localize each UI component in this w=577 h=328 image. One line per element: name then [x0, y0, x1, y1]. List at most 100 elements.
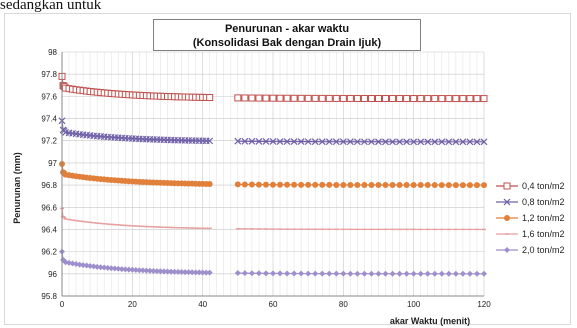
data-point [347, 270, 354, 277]
data-point [192, 269, 199, 276]
series-2 [58, 117, 488, 146]
top-text-fragment: sedangkan untuk [0, 0, 102, 13]
data-point [473, 270, 480, 277]
data-point [339, 94, 347, 102]
data-point [171, 268, 178, 275]
data-point [452, 270, 459, 277]
x-stroke [304, 138, 312, 146]
data-point [311, 138, 319, 146]
x-stroke [69, 129, 76, 137]
data-point [290, 94, 298, 102]
data-point [185, 269, 192, 276]
data-point [241, 181, 248, 188]
data-point [83, 262, 90, 269]
chart-subtitle: (Konsolidasi Bak dengan Drain Ijuk) [192, 37, 382, 49]
data-point [255, 270, 262, 277]
series-5 [59, 248, 487, 277]
data-point [459, 182, 466, 189]
data-point [396, 182, 403, 189]
data-point [269, 94, 277, 102]
x-stroke [452, 138, 460, 146]
data-point [298, 270, 305, 277]
data-point [504, 247, 510, 253]
x-stroke [83, 131, 91, 139]
x-stroke [79, 131, 87, 139]
data-point [269, 138, 277, 145]
data-point [480, 138, 488, 146]
data-point [368, 270, 375, 277]
data-point [276, 94, 284, 102]
data-point [354, 181, 361, 188]
x-stroke [473, 138, 481, 146]
data-point [178, 268, 185, 275]
x-stroke [368, 138, 375, 146]
data-point [248, 137, 256, 145]
data-point [318, 138, 326, 146]
data-point [424, 138, 432, 146]
x-stroke [62, 128, 69, 136]
data-point [122, 266, 129, 273]
data-point [417, 95, 425, 103]
data-point [403, 182, 410, 189]
data-point [403, 95, 411, 103]
data-point [481, 270, 487, 277]
data-point [375, 270, 382, 277]
y-tick-label: 97.8 [41, 70, 57, 79]
data-point [318, 94, 326, 102]
data-point [368, 138, 375, 146]
data-point [431, 270, 438, 277]
y-tick-label: 97.6 [41, 92, 57, 101]
data-point [410, 182, 417, 189]
data-point [353, 138, 361, 146]
data-point [199, 269, 206, 276]
data-point [346, 94, 354, 102]
data-point [403, 138, 411, 146]
data-point [304, 138, 312, 146]
data-point [146, 267, 153, 274]
data-point [389, 95, 397, 103]
legend-label: 1,6 ton/m2 [522, 229, 565, 239]
data-point [333, 270, 340, 277]
x-stroke [466, 138, 474, 146]
data-point [262, 270, 269, 277]
data-point [319, 270, 326, 277]
data-point [206, 94, 214, 102]
x-stroke [297, 138, 305, 146]
data-point [291, 270, 298, 277]
data-point [305, 270, 312, 277]
x-stroke [262, 138, 270, 145]
chart-title: Penurunan - akar waktu [224, 23, 350, 35]
y-tick-label: 97.2 [41, 137, 57, 146]
data-point [139, 267, 146, 274]
data-point [129, 266, 136, 273]
data-point [375, 138, 382, 146]
x-axis-label: akar Waktu (menit) [390, 316, 470, 326]
x-stroke [503, 198, 511, 206]
data-point [424, 182, 431, 189]
x-stroke [389, 138, 396, 146]
data-point [298, 181, 305, 188]
data-point [234, 137, 242, 145]
data-point [360, 94, 368, 102]
data-point [473, 95, 481, 103]
axes: 95.8 96 96.2 96.4 96.6 96.8 97 97.2 97.4 97.6 97.8… [41, 48, 491, 309]
data-point [459, 138, 467, 146]
x-stroke [248, 137, 256, 145]
data-point [118, 266, 125, 273]
data-point [80, 262, 87, 269]
data-point [339, 138, 347, 146]
data-point [504, 215, 510, 221]
x-stroke [276, 138, 284, 145]
data-point [340, 270, 347, 277]
data-point [276, 138, 284, 145]
data-point [248, 270, 255, 277]
series-1 [58, 72, 488, 103]
data-point [277, 181, 284, 188]
x-stroke [206, 137, 214, 145]
data-point [431, 138, 439, 146]
data-point [125, 266, 132, 273]
data-point [255, 137, 263, 145]
x-tick-label: 40 [198, 300, 207, 309]
data-point [417, 182, 424, 189]
